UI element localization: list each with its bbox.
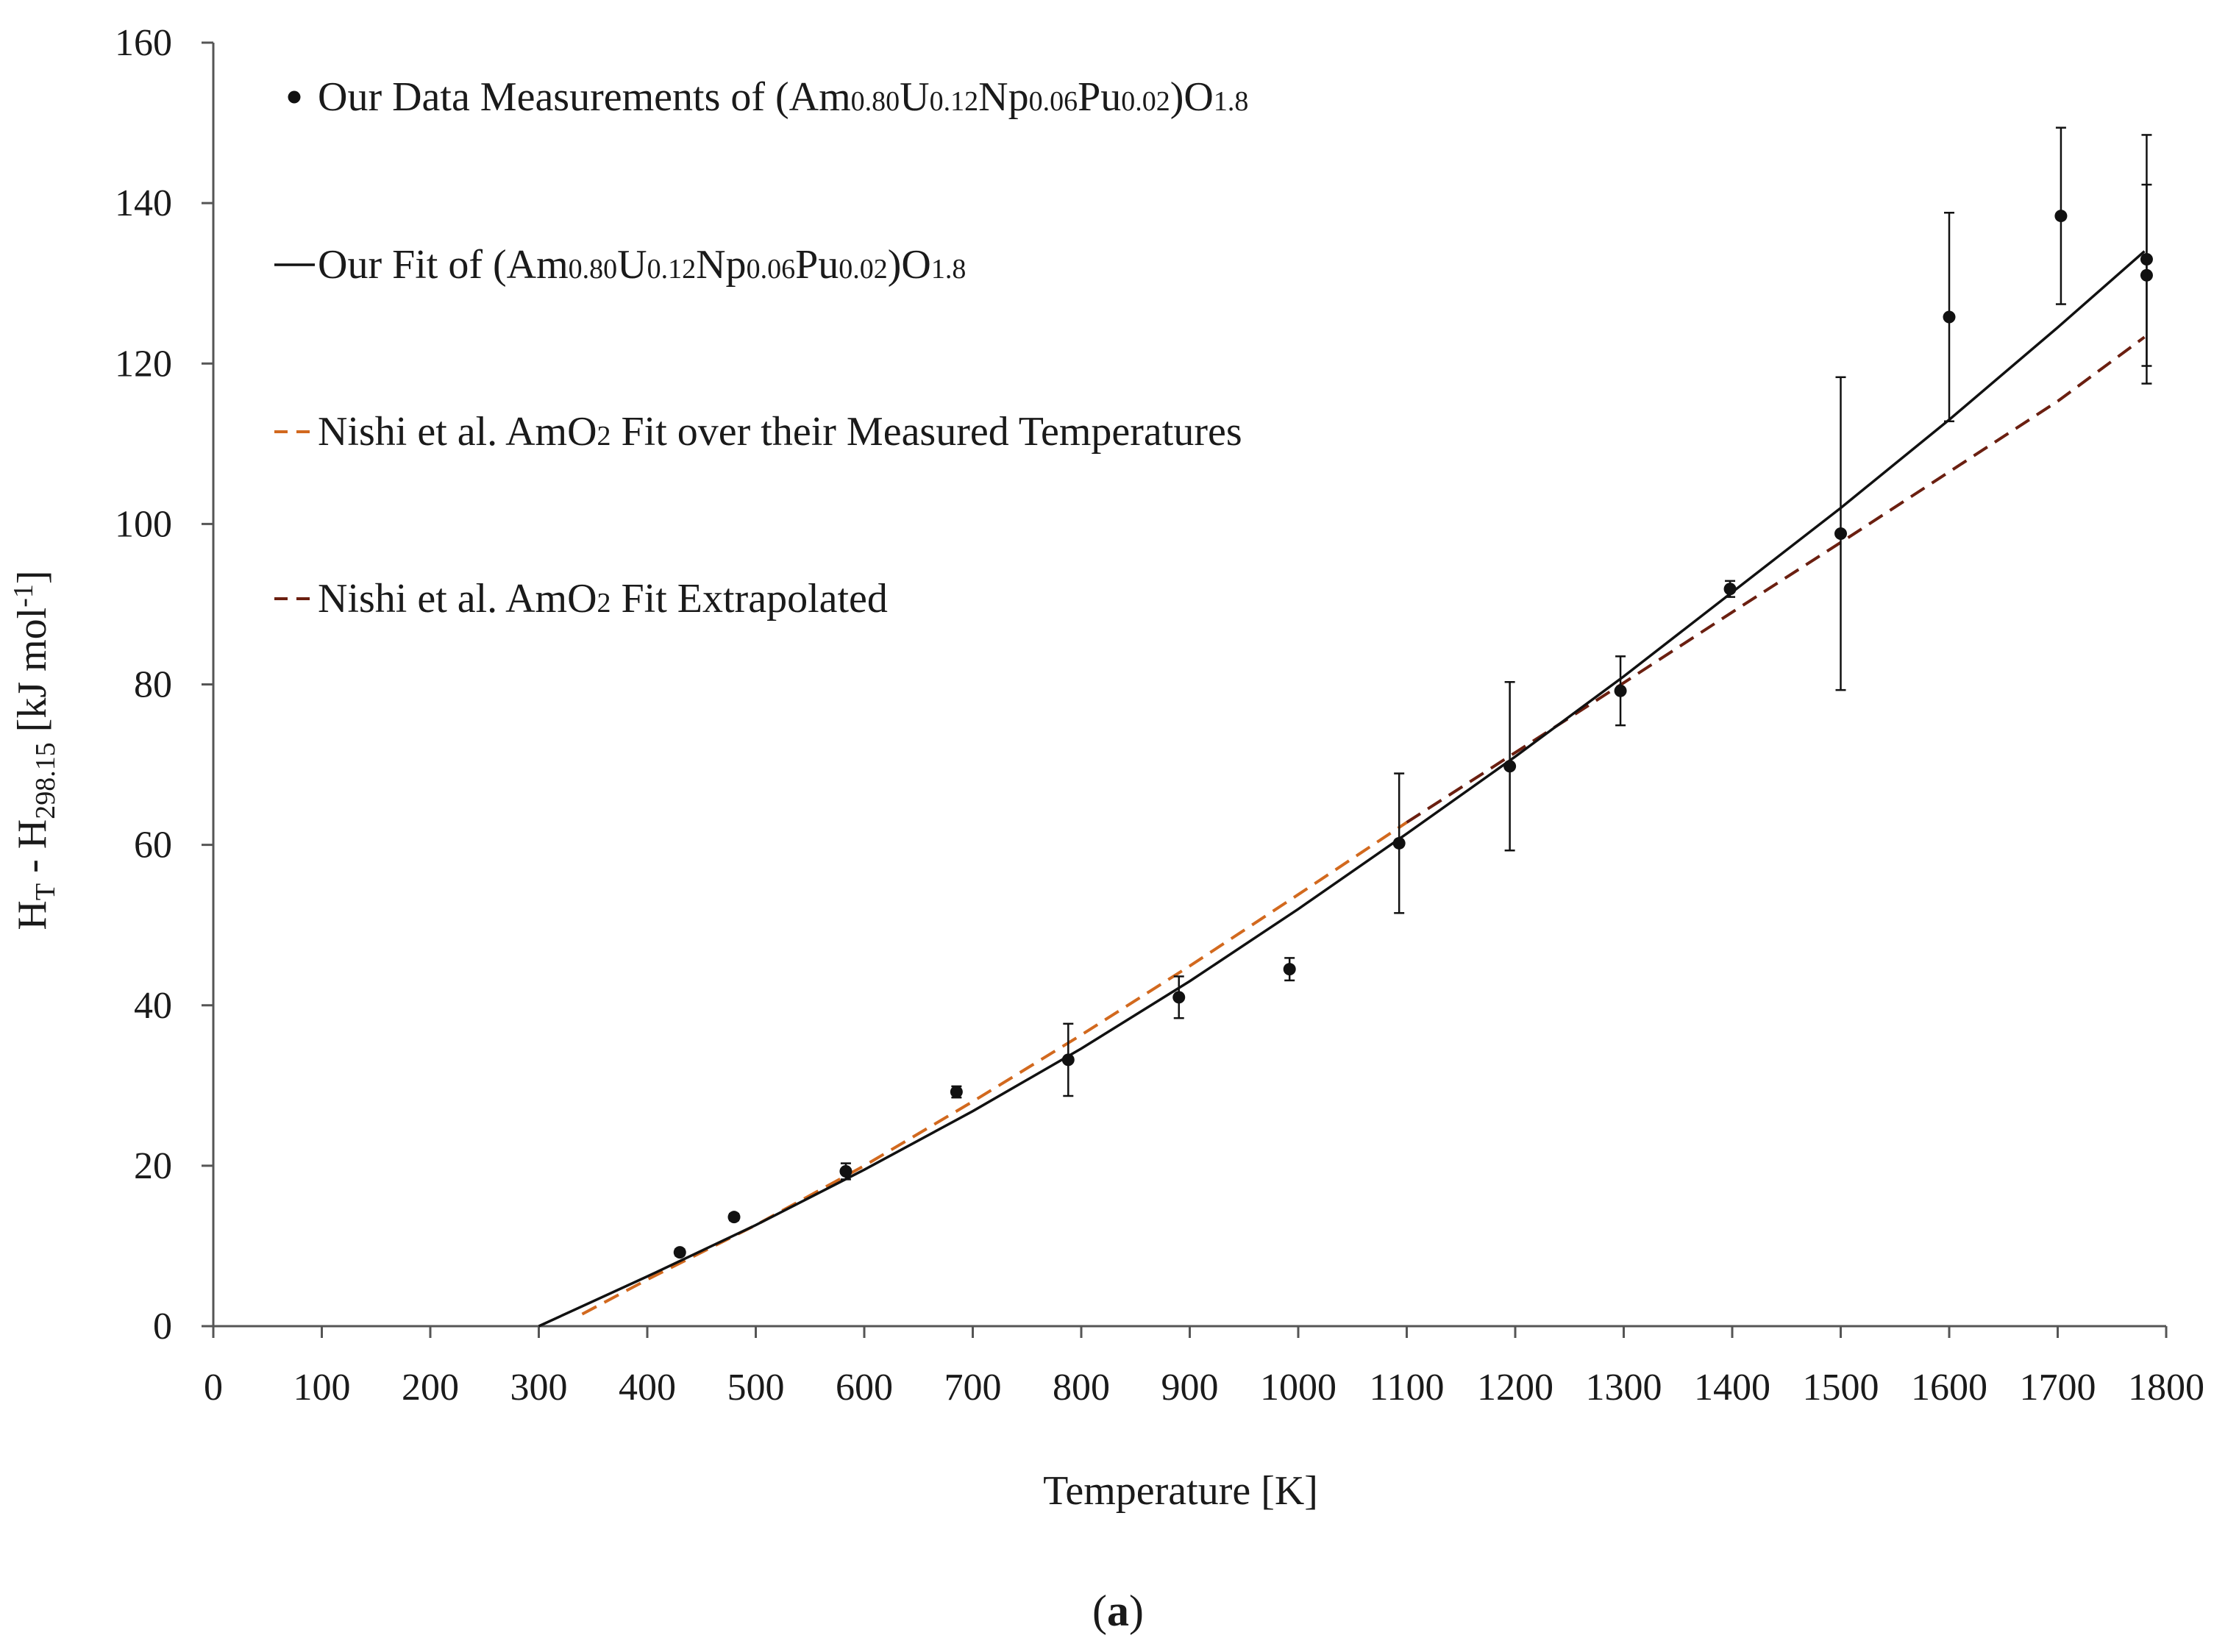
data-point xyxy=(1943,310,1956,324)
y-axis-title-sub2: 298.15 xyxy=(30,742,61,819)
x-tick-label: 1300 xyxy=(1586,1367,1662,1409)
x-tick-label: 700 xyxy=(944,1367,1002,1409)
legend-text-part: Pu xyxy=(795,242,839,288)
legend-subscript: 0.12 xyxy=(647,254,697,285)
data-points xyxy=(673,127,2153,1259)
x-tick-label: 1000 xyxy=(1260,1367,1336,1409)
x-tick-label: 100 xyxy=(293,1367,351,1409)
legend-entry: Nishi et al. AmO2 Fit over their Measure… xyxy=(318,409,1242,455)
legend-text-part: Np xyxy=(978,74,1028,120)
data-point xyxy=(1172,991,1186,1004)
data-point xyxy=(950,1086,963,1099)
legend-text-part: Nishi et al. AmO xyxy=(318,409,597,455)
x-tick-label: 800 xyxy=(1053,1367,1110,1409)
legend-subscript: 1.8 xyxy=(1214,86,1249,117)
x-tick-label: 1400 xyxy=(1694,1367,1770,1409)
nishi-measured-fit-line xyxy=(581,821,1408,1316)
legend-subscript: 0.06 xyxy=(1029,86,1078,117)
panel-label-letter: a xyxy=(1107,1587,1129,1635)
legend-entry: Nishi et al. AmO2 Fit Extrapolated xyxy=(318,576,888,622)
x-tick-label: 1200 xyxy=(1477,1367,1553,1409)
x-tick-label: 300 xyxy=(510,1367,568,1409)
legend-text-part: Np xyxy=(696,242,746,288)
y-tick-label: 160 xyxy=(115,22,172,64)
data-point xyxy=(1283,963,1296,976)
panel-label-close: ) xyxy=(1129,1587,1144,1635)
y-tick-label: 0 xyxy=(153,1306,172,1347)
data-point xyxy=(839,1165,853,1178)
legend-entry: Our Data Measurements of (Am0.80U0.12Np0… xyxy=(318,74,1248,120)
legend-text-part: Pu xyxy=(1078,74,1121,120)
x-tick-label: 1500 xyxy=(1803,1367,1879,1409)
x-tick-label: 900 xyxy=(1161,1367,1219,1409)
x-tick-label: 1800 xyxy=(2128,1367,2204,1409)
x-tick-label: 1600 xyxy=(1911,1367,1987,1409)
y-axis-title-unit: [kJ mol xyxy=(10,608,55,743)
data-point xyxy=(727,1211,741,1224)
y-tick-labels: 0 20 40 60 80 100 120 140 160 xyxy=(115,22,172,1347)
y-axis-title-sub1: T xyxy=(30,883,61,900)
data-point xyxy=(2140,252,2153,266)
legend-text-part: )O xyxy=(888,242,931,288)
data-point xyxy=(1614,684,1627,697)
legend-entry: Our Fit of (Am0.80U0.12Np0.06Pu0.02)O1.8 xyxy=(318,242,966,288)
legend-text-part: U xyxy=(900,74,929,120)
x-tick-label: 500 xyxy=(727,1367,785,1409)
legend-text-part: Nishi et al. AmO xyxy=(318,576,597,622)
legend-subscript: 2 xyxy=(597,421,611,452)
data-point xyxy=(673,1246,686,1259)
data-point xyxy=(1392,836,1406,850)
x-tick-label: 200 xyxy=(402,1367,459,1409)
y-axis-title-close: ] xyxy=(10,570,55,584)
legend-text-part: Fit Extrapolated xyxy=(611,576,888,622)
our-fit-line xyxy=(538,250,2146,1328)
y-tick-label: 80 xyxy=(134,664,172,706)
data-point xyxy=(1723,583,1737,596)
legend-subscript: 0.80 xyxy=(851,86,900,117)
legend-text-part: Our Data Measurements of (Am xyxy=(318,74,851,120)
panel-label: (a) xyxy=(1092,1587,1144,1635)
y-axis-title-mid: - H xyxy=(10,819,55,883)
y-tick-label: 140 xyxy=(115,182,172,224)
legend-marker-dot xyxy=(288,90,301,104)
y-tick-label: 40 xyxy=(134,985,172,1027)
data-point xyxy=(1061,1053,1075,1067)
legend-text-part: )O xyxy=(1170,74,1214,120)
nishi-extrapolated-fit-line xyxy=(1406,335,2146,824)
legend-subscript: 0.06 xyxy=(747,254,796,285)
legend-subscript: 1.8 xyxy=(931,254,967,285)
data-point xyxy=(1834,527,1847,540)
x-tick-label: 1100 xyxy=(1369,1367,1444,1409)
legend-subscript: 0.02 xyxy=(1121,86,1170,117)
legend: Our Data Measurements of (Am0.80U0.12Np0… xyxy=(274,74,1248,622)
legend-subscript: 0.02 xyxy=(839,254,888,285)
y-tick-label: 100 xyxy=(115,503,172,545)
data-point xyxy=(2054,210,2068,223)
legend-text-part: Our Fit of (Am xyxy=(318,242,569,288)
x-tick-label: 0 xyxy=(204,1367,223,1409)
y-axis-title-sup: -1 xyxy=(8,584,39,608)
legend-subscript: 0.12 xyxy=(930,86,979,117)
data-point xyxy=(1503,760,1517,773)
y-axis-title: HT - H298.15 [kJ mol-1] xyxy=(8,570,61,930)
fit-curves xyxy=(538,250,2146,1328)
x-tick-label: 1700 xyxy=(2020,1367,2096,1409)
panel-label-open: ( xyxy=(1092,1587,1107,1635)
legend-text-part: U xyxy=(617,242,647,288)
x-tick-label: 400 xyxy=(619,1367,676,1409)
y-tick-label: 60 xyxy=(134,825,172,866)
legend-text-part: Fit over their Measured Temperatures xyxy=(611,409,1242,455)
x-tick-labels: 0 100 200 300 400 500 600 700 800 900 1000 1100 1200… xyxy=(204,1367,2204,1409)
y-tick-label: 20 xyxy=(134,1145,172,1187)
x-axis-title: Temperature [K] xyxy=(1043,1468,1318,1514)
axes xyxy=(202,41,2168,1338)
x-tick-label: 600 xyxy=(836,1367,893,1409)
y-tick-label: 120 xyxy=(115,343,172,385)
y-axis-title-main: H xyxy=(10,900,55,930)
legend-subscript: 2 xyxy=(597,588,611,619)
legend-subscript: 0.80 xyxy=(569,254,618,285)
